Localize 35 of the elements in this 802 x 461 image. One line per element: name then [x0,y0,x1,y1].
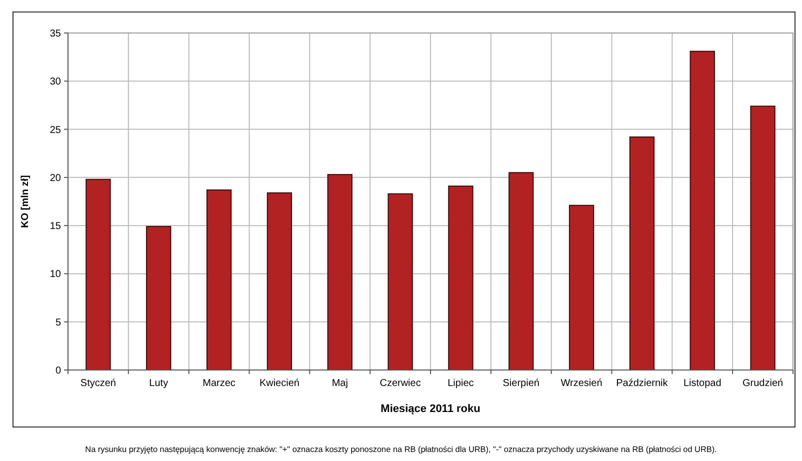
x-tick-label: Marzec [202,378,236,389]
bar [146,226,172,370]
y-tick-label: 5 [55,317,62,328]
y-tick-label: 25 [50,124,62,136]
y-axis-title: KO [mln zł] [20,175,31,228]
bar [86,178,111,370]
x-tick-label: Sierpień [502,378,540,389]
x-tick-label: Kwiecień [259,378,300,389]
x-tick-label: Styczeń [80,378,116,389]
x-tick-label: Październik [616,378,669,389]
bar [327,174,352,370]
y-tick-label: 0 [55,366,62,376]
bar [388,193,413,370]
y-tick-label: 10 [50,269,62,280]
text: Na rysunku przyjęto następującą konwencję znaków: "+" oznacza koszty ponoszone na RB (płatności dla URB), "-" oznacza przychody uzyskiwane na RB (płatności od URB). [85,445,717,454]
y-tick-label: 15 [50,221,62,232]
x-tick-label: Luty [149,378,168,389]
x-tick-label: Listopad [683,378,722,389]
y-tick-label: 20 [50,172,62,184]
x-tick-label: Czerwiec [380,378,421,389]
bar [206,189,232,370]
y-tick-label: 35 [50,28,62,40]
bar [266,192,292,370]
bar [448,186,474,370]
x-tick-label: Maj [332,378,348,389]
bar [750,106,776,370]
y-tick-label: 30 [50,76,62,88]
bar [629,136,655,370]
bar [508,172,534,370]
bar [568,204,594,370]
x-axis-title: Miesiące 2011 roku [380,403,480,415]
x-tick-label: Lipiec [448,378,474,389]
x-tick-label: Wrzesień [560,378,602,389]
bar [690,50,715,370]
x-tick-label: Grudzień [742,378,784,389]
